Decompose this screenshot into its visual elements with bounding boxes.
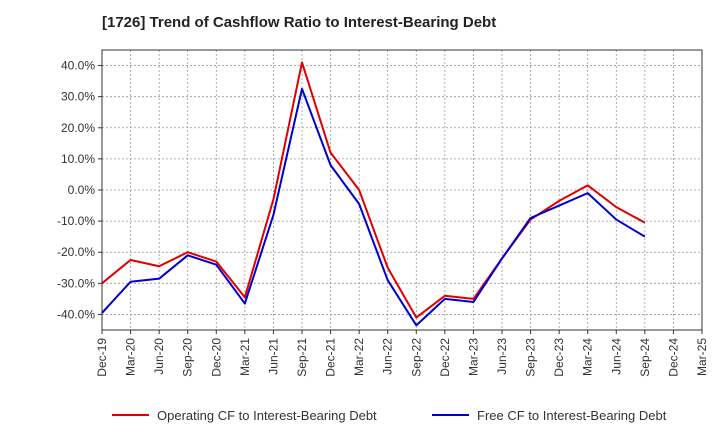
y-tick-label: -30.0% [57,276,95,290]
axes: -40.0% -30.0% -20.0% -10.0% 0.0% 10.0% 20.0% 30… [57,49,709,377]
y-tick-label: 0.0% [68,183,96,197]
x-tick-label: Dec-19 [95,338,109,377]
y-tick-label: 10.0% [61,152,95,166]
x-tick-label: Sep-24 [638,338,652,377]
x-tick-label: Jun-20 [152,338,166,375]
x-tick-label: Mar-21 [238,338,252,376]
y-tick-label: 20.0% [61,121,95,135]
y-tick-label: -20.0% [57,245,95,259]
x-tick-label: Dec-21 [324,338,338,377]
grid [101,50,703,330]
x-tick-label: Mar-20 [124,338,138,376]
series [101,61,646,327]
x-tick-label: Mar-24 [581,338,595,376]
x-tick-label: Jun-21 [266,338,280,375]
y-tick-label: -10.0% [57,214,95,228]
legend: Operating CF to Interest-Bearing Debt Fre… [112,408,667,423]
x-tick-label: Dec-23 [552,338,566,377]
x-tick-label: Jun-24 [609,338,623,375]
series-line-free-cf [101,87,646,327]
legend-label: Operating CF to Interest-Bearing Debt [157,408,377,423]
y-tick-label: 40.0% [61,59,95,73]
y-tick-label: 30.0% [61,90,95,104]
legend-label: Free CF to Interest-Bearing Debt [477,408,667,423]
x-tick-label: Mar-25 [695,338,709,376]
x-tick-label: Dec-24 [666,338,680,377]
chart-title: [1726] Trend of Cashflow Ratio to Intere… [102,14,497,31]
x-tick-label: Mar-22 [352,338,366,376]
plot-frame [101,49,703,331]
x-tick-label: Jun-22 [381,338,395,375]
x-tick-label: Dec-22 [438,338,452,377]
x-tick-label: Dec-20 [209,338,223,377]
x-tick-label: Mar-23 [466,338,480,376]
x-tick-label: Sep-23 [524,338,538,377]
x-tick-label: Sep-22 [409,338,423,377]
x-tick-label: Jun-23 [495,338,509,375]
x-tick-label: Sep-20 [181,338,195,377]
series-line-operating-cf [101,61,646,319]
y-tick-label: -40.0% [57,307,95,321]
x-tick-label: Sep-21 [295,338,309,377]
